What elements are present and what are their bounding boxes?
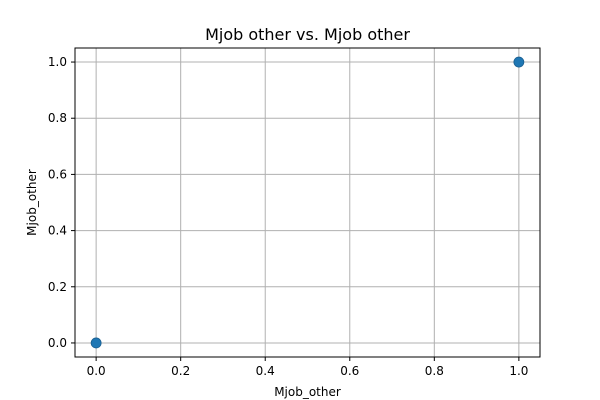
scatter-point: [513, 56, 525, 68]
x-axis-label: Mjob_other: [274, 385, 341, 399]
y-axis-label: Mjob_other: [25, 169, 39, 236]
scatter-point: [90, 337, 102, 349]
y-tick-label: 0.4: [48, 224, 67, 238]
x-tick-label: 0.8: [425, 364, 444, 378]
x-tick-label: 0.4: [256, 364, 275, 378]
y-tick-label: 0.8: [48, 111, 67, 125]
y-tick-label: 0.2: [48, 280, 67, 294]
x-tick-label: 0.0: [87, 364, 106, 378]
x-tick-label: 1.0: [509, 364, 528, 378]
ticks-layer: 0.0 0.2 0.4 0.6 0.8 1.0 0.0 0.2 0.4 0.6 0.8 1.0: [48, 55, 529, 378]
grid-layer: [75, 48, 540, 357]
x-tick-label: 0.2: [171, 364, 190, 378]
x-tick-label: 0.6: [340, 364, 359, 378]
plot-frame: [74, 47, 541, 358]
y-tick-label: 0.0: [48, 336, 67, 350]
chart-title: Mjob other vs. Mjob other: [205, 25, 410, 44]
points-layer: [90, 56, 525, 349]
y-tick-label: 1.0: [48, 55, 67, 69]
y-tick-label: 0.6: [48, 167, 67, 181]
